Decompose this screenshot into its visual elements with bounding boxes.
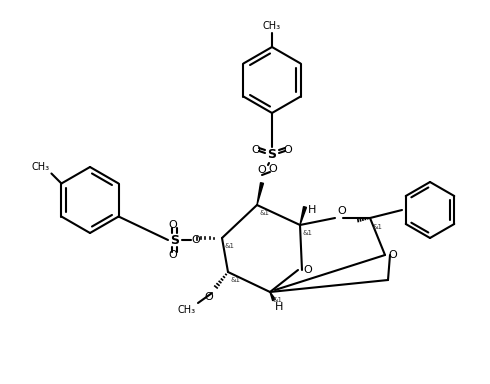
Polygon shape bbox=[300, 207, 306, 225]
Text: &1: &1 bbox=[259, 210, 269, 216]
Text: O: O bbox=[388, 250, 397, 260]
Text: O: O bbox=[191, 235, 200, 245]
Text: &1: &1 bbox=[272, 297, 282, 303]
Polygon shape bbox=[257, 183, 264, 205]
Text: O: O bbox=[258, 165, 267, 175]
Text: O: O bbox=[303, 265, 312, 275]
Text: O: O bbox=[268, 164, 277, 174]
Text: CH₃: CH₃ bbox=[31, 162, 49, 172]
Text: S: S bbox=[268, 149, 276, 162]
Text: &1: &1 bbox=[230, 277, 240, 283]
Text: CH₃: CH₃ bbox=[263, 21, 281, 31]
Polygon shape bbox=[270, 292, 275, 301]
Text: H: H bbox=[308, 205, 317, 215]
Text: CH₃: CH₃ bbox=[178, 305, 196, 315]
Text: O: O bbox=[169, 250, 177, 260]
Text: &1: &1 bbox=[372, 224, 382, 230]
Text: O: O bbox=[337, 206, 346, 216]
Text: &1: &1 bbox=[302, 230, 312, 236]
Text: O: O bbox=[252, 145, 260, 155]
Text: &1: &1 bbox=[224, 243, 234, 249]
Text: S: S bbox=[171, 233, 179, 247]
Text: O: O bbox=[284, 145, 293, 155]
Text: O: O bbox=[169, 220, 177, 230]
Text: H: H bbox=[275, 302, 283, 312]
Text: O: O bbox=[204, 292, 213, 302]
